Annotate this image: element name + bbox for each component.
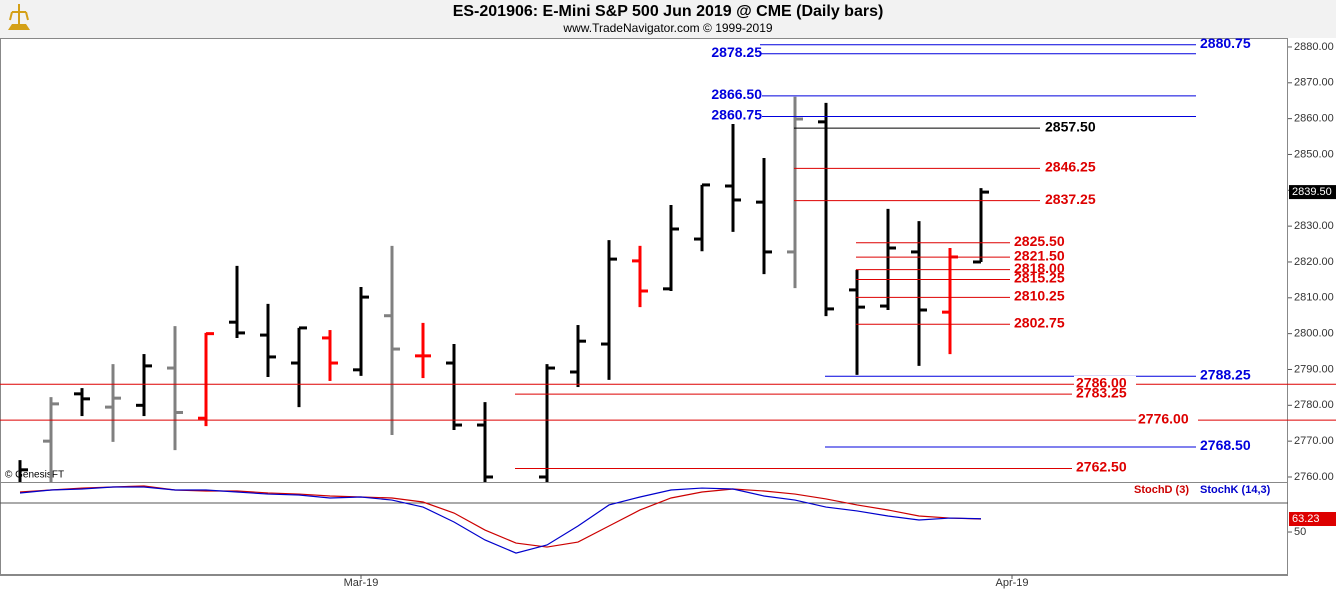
- y-tick-label: 2820.00: [1294, 256, 1334, 268]
- level-label: 2837.25: [1045, 191, 1096, 207]
- level-label-bg: [1136, 411, 1198, 428]
- legend-entry: StochD (3): [1134, 484, 1189, 496]
- level-label: 2878.25: [711, 44, 762, 60]
- level-label: 2786.00: [1076, 375, 1127, 391]
- level-label: 2783.25: [1076, 384, 1127, 400]
- level-label: 2815.25: [1014, 270, 1065, 286]
- y-tick-label: 2780.00: [1294, 399, 1334, 411]
- level-label: 2860.75: [711, 107, 762, 123]
- stoch-panel: [0, 485, 1288, 554]
- stoch-line: [19, 485, 982, 548]
- level-label: 2818.00: [1014, 260, 1065, 276]
- level-label: 2768.50: [1200, 437, 1251, 453]
- y-tick-label: 2850.00: [1294, 148, 1334, 160]
- y-tick-label: 2870.00: [1294, 77, 1334, 89]
- level-label: 2880.75: [1200, 35, 1251, 51]
- plot-frame: [0, 38, 1288, 575]
- legend-entry: StochK (14,3): [1200, 484, 1271, 496]
- price-panel: [18, 96, 989, 482]
- logo: [8, 4, 30, 30]
- level-label: 2846.25: [1045, 159, 1096, 175]
- last-value-label: 63.23: [1292, 513, 1320, 525]
- level-label: 2857.50: [1045, 118, 1096, 134]
- y-tick-label: 2880.00: [1294, 41, 1334, 53]
- level-label: 2821.50: [1014, 247, 1065, 263]
- level-label: 2866.50: [711, 86, 762, 102]
- last-value-box: [1289, 512, 1336, 527]
- y-tick-label: 2860.00: [1294, 113, 1334, 125]
- level-label-bg: [1074, 375, 1136, 392]
- level-label: 2810.25: [1014, 288, 1065, 304]
- x-tick-label: Apr-19: [995, 577, 1028, 589]
- x-tick-label: Mar-19: [344, 577, 379, 589]
- level-label: 2802.75: [1014, 314, 1065, 330]
- y-tick-label: 2790.00: [1294, 363, 1334, 375]
- watermark: © GenesisFT: [5, 470, 64, 481]
- last-price-box: [1289, 185, 1336, 200]
- y-tick-label: 50: [1294, 526, 1306, 538]
- y-tick-label: 2760.00: [1294, 471, 1334, 483]
- level-label: 2825.50: [1014, 233, 1065, 249]
- overlay: 2760.00 2770.00 2780.00 2790.00 2800.00 2810.…: [0, 35, 1336, 589]
- y-tick-label: 2810.00: [1294, 292, 1334, 304]
- chart-title: ES-201906: E-Mini S&P 500 Jun 2019 @ CME…: [453, 3, 884, 20]
- chart-subtitle: www.TradeNavigator.com © 1999-2019: [562, 21, 772, 35]
- stoch-line: [19, 486, 982, 554]
- level-label: 2788.25: [1200, 366, 1251, 382]
- level-label: 2776.00: [1138, 410, 1189, 426]
- y-tick-label: 2830.00: [1294, 220, 1334, 232]
- last-price-label: 2839.50: [1292, 186, 1332, 198]
- y-tick-label: 2770.00: [1294, 435, 1334, 447]
- header-bg: [0, 0, 1336, 38]
- y-tick-label: 2800.00: [1294, 328, 1334, 340]
- level-label: 2762.50: [1076, 459, 1127, 475]
